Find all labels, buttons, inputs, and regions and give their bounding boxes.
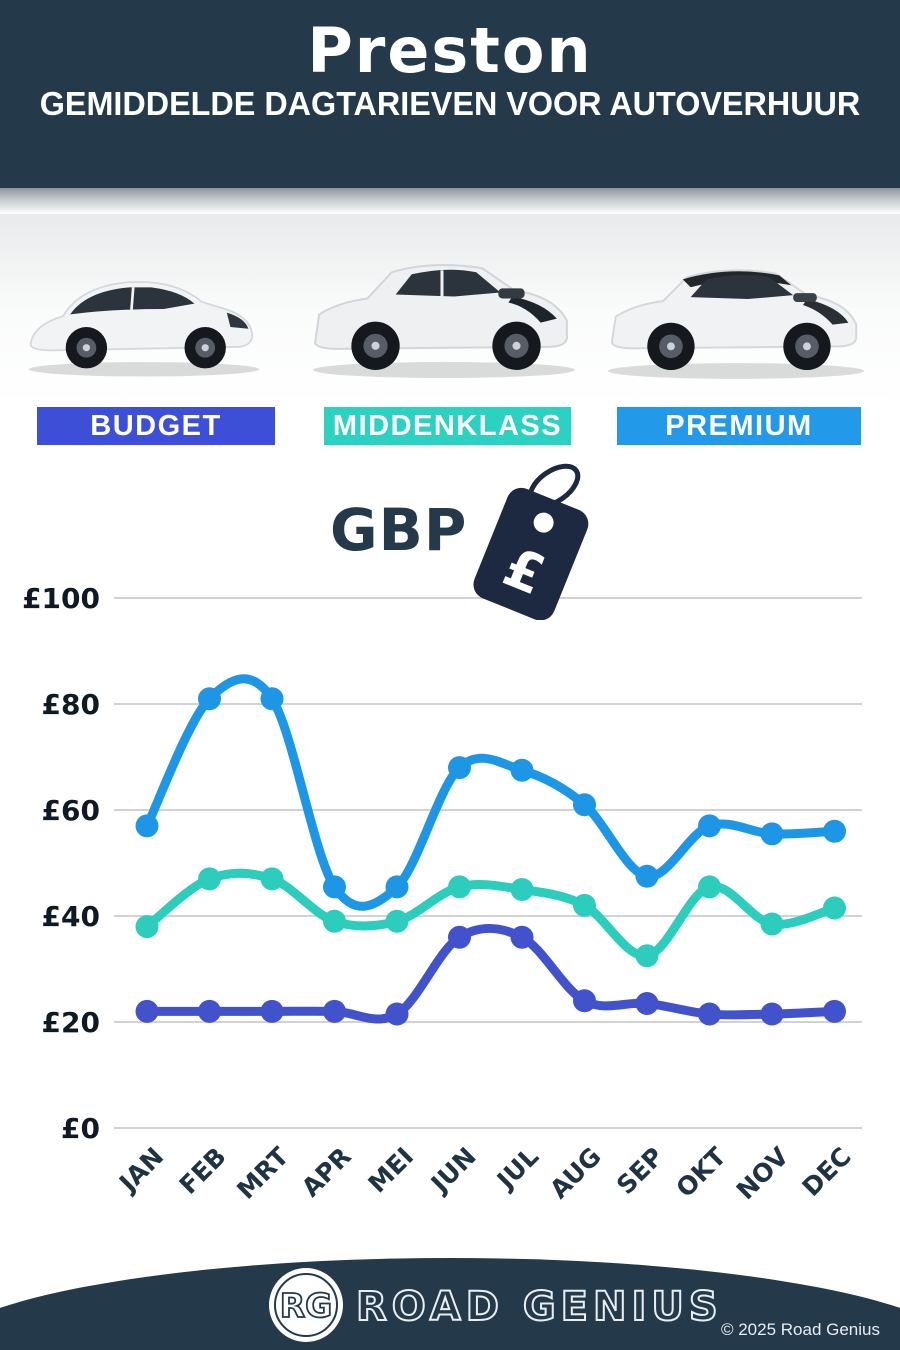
line-middenklass bbox=[142, 868, 839, 961]
hatchback-car-illustration bbox=[28, 280, 260, 377]
x-tick-label-mei: MEI bbox=[362, 1142, 419, 1199]
data-point-middenklass bbox=[573, 893, 596, 917]
road-genius-logo-icon: RG bbox=[268, 1267, 344, 1343]
x-tick-label-mrt: MRT bbox=[231, 1142, 294, 1205]
y-tick-label: £80 bbox=[42, 688, 100, 721]
data-point-budget bbox=[510, 925, 534, 949]
data-point-middenklass bbox=[385, 909, 409, 933]
data-point-middenklass bbox=[198, 867, 221, 891]
data-point-premium bbox=[198, 687, 221, 711]
header: Preston GEMIDDELDE DAGTARIEVEN VOOR AUTO… bbox=[0, 0, 900, 188]
legend-badge-premium: PREMIUM bbox=[617, 407, 861, 445]
data-point-premium bbox=[760, 822, 784, 846]
header-divider-gradient bbox=[0, 188, 900, 214]
data-point-budget bbox=[448, 925, 471, 949]
currency-callout: GBP £ bbox=[322, 458, 612, 620]
data-point-middenklass bbox=[823, 896, 846, 920]
y-tick-label: £40 bbox=[42, 900, 100, 933]
logo-initials: RG bbox=[280, 1286, 333, 1325]
x-tick-label-sep: SEP bbox=[611, 1142, 669, 1200]
data-point-budget bbox=[135, 999, 159, 1023]
x-tick-label-jan: JAN bbox=[112, 1142, 169, 1199]
line-budget bbox=[142, 923, 839, 1024]
y-tick-label: £100 bbox=[22, 582, 100, 615]
data-point-premium bbox=[260, 687, 284, 711]
y-tick-label: £60 bbox=[42, 794, 100, 827]
data-point-premium bbox=[823, 819, 846, 843]
x-tick-label-jul: JUL bbox=[490, 1142, 544, 1196]
y-tick-label: £20 bbox=[42, 1006, 100, 1039]
x-tick-label-dec: DEC bbox=[797, 1142, 857, 1202]
premium-car-image bbox=[598, 234, 874, 382]
data-point-budget bbox=[323, 999, 346, 1023]
data-point-premium bbox=[323, 875, 346, 899]
data-point-premium bbox=[385, 875, 409, 899]
data-point-budget bbox=[198, 999, 221, 1023]
luxury-suv-car-illustration bbox=[607, 269, 865, 379]
data-point-middenklass bbox=[698, 875, 721, 899]
data-point-premium bbox=[573, 793, 596, 817]
data-point-premium bbox=[698, 814, 721, 838]
rental-rates-line-chart: £0 £20 £40 £60 £80 £100 JAN FEB MRT APR MEI JUN JUL A… bbox=[22, 582, 862, 1205]
data-point-middenklass bbox=[448, 875, 471, 899]
data-point-middenklass bbox=[760, 912, 784, 936]
x-tick-label-apr: APR bbox=[296, 1142, 357, 1203]
data-point-middenklass bbox=[323, 909, 346, 933]
data-point-budget bbox=[385, 1002, 409, 1026]
data-point-budget bbox=[635, 991, 659, 1015]
x-tick-label-okt: OKT bbox=[670, 1142, 731, 1203]
rg-monogram-icon: RG bbox=[269, 1268, 343, 1342]
legend-badge-budget: BUDGET bbox=[37, 407, 275, 445]
y-tick-label: £0 bbox=[61, 1112, 100, 1145]
page-title: Preston bbox=[307, 14, 593, 87]
data-point-budget bbox=[698, 1002, 721, 1026]
page-subtitle: GEMIDDELDE DAGTARIEVEN VOOR AUTOVERHUUR bbox=[39, 85, 861, 123]
copyright-text: © 2025 Road Genius bbox=[720, 1320, 880, 1339]
x-tick-label-feb: FEB bbox=[174, 1142, 232, 1200]
data-point-premium bbox=[510, 758, 534, 782]
data-point-budget bbox=[823, 999, 846, 1023]
data-point-premium bbox=[448, 756, 471, 780]
middenklass-car-image bbox=[303, 230, 585, 381]
legend-badge-middenklass: MIDDENKLASS bbox=[324, 407, 571, 445]
data-point-budget bbox=[573, 989, 596, 1013]
brand-name: ROAD GENIUS bbox=[355, 1283, 723, 1331]
data-point-premium bbox=[635, 864, 659, 888]
x-tick-label-nov: NOV bbox=[731, 1141, 795, 1205]
budget-car-image bbox=[18, 246, 270, 381]
data-point-middenklass bbox=[260, 867, 284, 891]
data-point-middenklass bbox=[135, 915, 159, 939]
data-point-premium bbox=[135, 814, 159, 838]
x-tick-label-jun: JUN bbox=[424, 1142, 482, 1200]
data-point-middenklass bbox=[510, 878, 534, 901]
currency-label: GBP bbox=[330, 496, 468, 564]
x-tick-label-aug: AUG bbox=[544, 1142, 607, 1205]
price-tag-icon: £ bbox=[473, 463, 589, 620]
data-point-middenklass bbox=[635, 944, 659, 968]
suv-car-illustration bbox=[313, 264, 575, 379]
data-point-budget bbox=[760, 1002, 784, 1026]
data-point-budget bbox=[260, 999, 284, 1023]
